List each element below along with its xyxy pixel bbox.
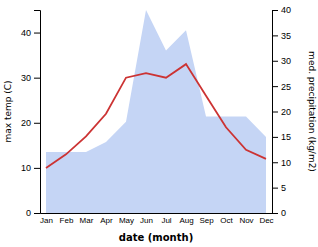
tick-mark <box>272 213 278 214</box>
tick-mark <box>34 168 40 169</box>
marks <box>46 10 266 213</box>
tick: 10 <box>21 163 40 173</box>
tick: May <box>119 213 134 225</box>
tick-label: 40 <box>281 5 291 15</box>
tick-label: Aug <box>179 216 193 225</box>
tick-label: 0 <box>281 208 286 218</box>
axis-line <box>41 213 273 214</box>
tick: Jun <box>140 213 153 225</box>
tick-mark <box>34 78 40 79</box>
tick: 20 <box>272 107 291 117</box>
tick: 0 <box>26 208 40 218</box>
tick: 40 <box>272 5 291 15</box>
tick-label: 20 <box>281 107 291 117</box>
x-axis-title: date (month) <box>119 232 193 243</box>
tick-label: 40 <box>21 28 31 38</box>
tick-mark <box>272 61 278 62</box>
tick: 40 <box>21 28 40 38</box>
tick-label: Dec <box>259 216 273 225</box>
tick: Dec <box>259 213 273 225</box>
tick-mark <box>272 137 278 138</box>
tick-mark <box>272 112 278 113</box>
tick: 10 <box>272 158 291 168</box>
line <box>46 64 266 168</box>
tick-mark <box>272 10 278 11</box>
tick-label: 10 <box>281 158 291 168</box>
tick-label: 10 <box>21 163 31 173</box>
tick: Jan <box>40 213 53 225</box>
x-axis: Jan Feb Mar Apr May Jun Jul Aug Sep Oct Nov Dec <box>40 213 274 225</box>
tick-mark <box>272 86 278 87</box>
tick-label: Jan <box>40 216 53 225</box>
tick-label: Mar <box>80 216 94 225</box>
chart: Jan Feb Mar Apr May Jun Jul Aug Sep Oct Nov Dec 0 10 2… <box>0 0 318 247</box>
tick: Oct <box>220 213 233 225</box>
tick: 30 <box>272 56 291 66</box>
tick: 5 <box>272 183 286 193</box>
tick: 0 <box>272 208 286 218</box>
tick-label: 35 <box>281 31 291 41</box>
tick-label: 15 <box>281 132 291 142</box>
tick-label: Jul <box>161 216 171 225</box>
tick-mark <box>34 213 40 214</box>
axis-line <box>273 11 279 214</box>
tick-mark <box>272 162 278 163</box>
tick: Apr <box>100 213 113 225</box>
tick-label: Oct <box>220 216 233 225</box>
y2-axis-title: med. precipitation (kg/m2) <box>307 51 317 172</box>
area <box>46 10 266 213</box>
tick-label: 25 <box>281 82 291 92</box>
tick-label: Feb <box>60 216 74 225</box>
tick-label: 30 <box>21 73 31 83</box>
tick-label: May <box>119 216 134 225</box>
tick: Jul <box>161 213 171 225</box>
tick-label: Nov <box>239 216 253 225</box>
tick: Sep <box>199 213 214 225</box>
tick-mark <box>34 33 40 34</box>
tick-mark <box>34 123 40 124</box>
tick-label: 30 <box>281 56 291 66</box>
tick-label: Jun <box>140 216 153 225</box>
y2-axis: 0 5 10 15 20 25 30 35 40 <box>272 5 291 218</box>
plot-area: Jan Feb Mar Apr May Jun Jul Aug Sep Oct Nov Dec 0 10 2… <box>21 5 291 224</box>
tick: 35 <box>272 31 291 41</box>
tick: 25 <box>272 82 291 92</box>
y-axis: 0 10 20 30 40 <box>21 11 41 219</box>
tick: 30 <box>21 73 40 83</box>
tick-mark <box>272 35 278 36</box>
tick: 15 <box>272 132 291 142</box>
tick-label: 5 <box>281 183 286 193</box>
tick-label: Apr <box>100 216 113 225</box>
tick-label: 20 <box>21 118 31 128</box>
axis-line <box>34 11 41 214</box>
y-axis-title: max temp (C) <box>3 80 13 142</box>
tick: Nov <box>239 213 253 225</box>
tick-label: Sep <box>199 216 214 225</box>
tick: Feb <box>60 213 74 225</box>
tick: 20 <box>21 118 40 128</box>
tick-mark <box>272 188 278 189</box>
tick: Aug <box>179 213 193 225</box>
tick-label: 0 <box>26 208 31 218</box>
tick: Mar <box>80 213 94 225</box>
